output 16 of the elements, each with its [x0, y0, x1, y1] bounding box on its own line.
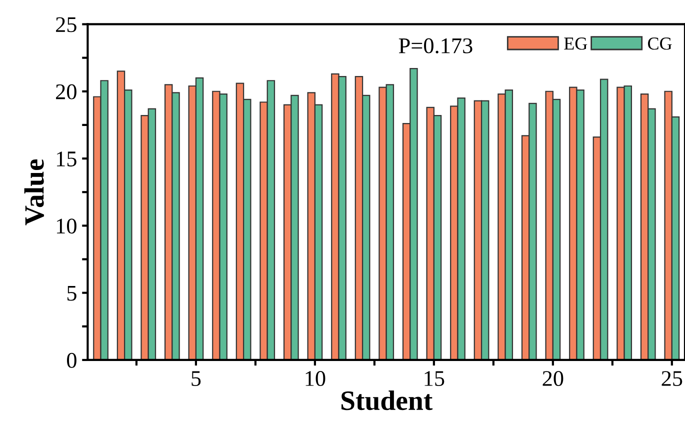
y-tick-label: 5	[67, 286, 76, 301]
x-tick-label: 25	[662, 371, 682, 386]
y-tick-label: 10	[56, 218, 76, 234]
legend-label: EG	[564, 38, 588, 50]
annotation: P=0.173	[398, 38, 472, 54]
y-tick-label: 15	[56, 152, 76, 166]
y-tick-label: 25	[56, 17, 76, 32]
x-tick-label: 5	[192, 371, 201, 386]
y-tick-label: 0	[67, 352, 76, 368]
y-tick-label: 20	[56, 84, 76, 100]
x-tick-label: 15	[424, 371, 444, 386]
x-tick-label: 20	[542, 371, 564, 386]
x-tick-label: 10	[306, 371, 326, 386]
x-axis-title: Student	[342, 390, 433, 410]
y-axis-title: Value	[24, 159, 44, 226]
legend-label: CG	[648, 38, 672, 50]
